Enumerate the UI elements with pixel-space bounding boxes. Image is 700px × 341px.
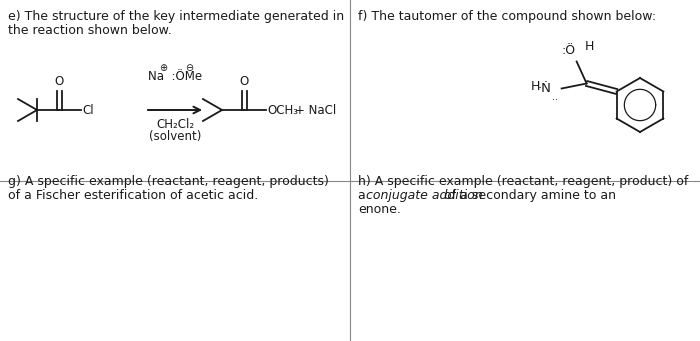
- Text: of a secondary amine to an: of a secondary amine to an: [440, 189, 616, 202]
- Text: e) The structure of the key intermediate generated in: e) The structure of the key intermediate…: [8, 10, 344, 23]
- Text: the reaction shown below.: the reaction shown below.: [8, 24, 171, 37]
- Text: h) A specific example (reactant, reagent, product) of: h) A specific example (reactant, reagent…: [358, 175, 688, 188]
- Text: + NaCl: + NaCl: [295, 104, 336, 117]
- Text: Cl: Cl: [82, 104, 94, 117]
- Text: ··: ··: [552, 95, 558, 105]
- Text: a: a: [358, 189, 370, 202]
- Text: OCH₃: OCH₃: [267, 104, 298, 117]
- Text: H: H: [531, 80, 540, 93]
- Text: Na  :ÖMe: Na :ÖMe: [148, 70, 202, 83]
- Text: conjugate addition: conjugate addition: [366, 189, 482, 202]
- Text: g) A specific example (reactant, reagent, products): g) A specific example (reactant, reagent…: [8, 175, 329, 188]
- Text: ⊕: ⊕: [159, 63, 167, 73]
- Text: :Ö: :Ö: [561, 44, 575, 58]
- Text: enone.: enone.: [358, 203, 401, 216]
- Text: O: O: [239, 75, 248, 88]
- Text: (solvent): (solvent): [149, 130, 201, 143]
- Text: f) The tautomer of the compound shown below:: f) The tautomer of the compound shown be…: [358, 10, 656, 23]
- Text: CH₂Cl₂: CH₂Cl₂: [156, 118, 194, 131]
- Text: O: O: [55, 75, 64, 88]
- Text: H: H: [584, 41, 594, 54]
- Text: of a Fischer esterification of acetic acid.: of a Fischer esterification of acetic ac…: [8, 189, 258, 202]
- Text: ⊖: ⊖: [185, 63, 193, 73]
- Text: ·Ṅ: ·Ṅ: [538, 82, 552, 95]
